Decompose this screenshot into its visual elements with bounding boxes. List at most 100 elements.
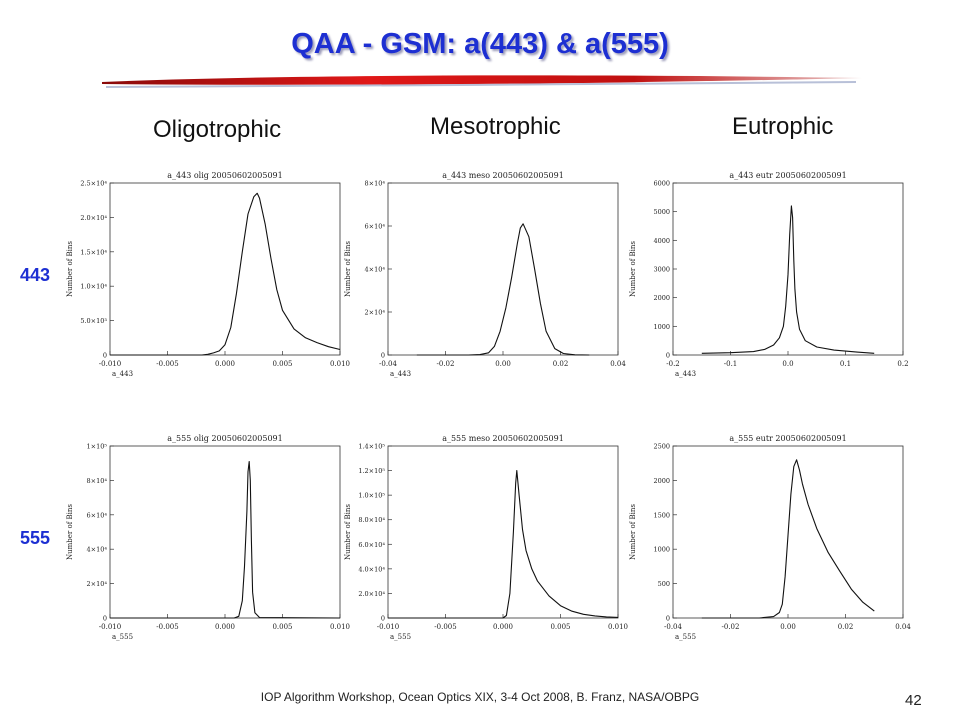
y-tick-label: 0 bbox=[666, 615, 670, 623]
chart-title: a_555 eutr 20050602005091 bbox=[729, 434, 846, 443]
chart-title: a_443 olig 20050602005091 bbox=[167, 171, 282, 180]
histogram-a555-eutrophic: a_555 eutr 20050602005091 -0.04 -0.02 0.00 0… bbox=[629, 434, 911, 641]
y-tick-label: 1.5×10⁴ bbox=[80, 248, 107, 256]
histogram-a443-oligotrophic: a_443 olig 20050602005091 -0.010 -0.005 0.0… bbox=[66, 171, 350, 378]
histogram-curve bbox=[388, 470, 619, 619]
x-tick-label: 0.0 bbox=[782, 360, 793, 368]
y-tick-label: 5.0×10³ bbox=[80, 317, 107, 325]
y-tick-label: 1500 bbox=[653, 511, 670, 519]
y-tick-label: 1×10⁵ bbox=[87, 443, 108, 451]
y-tick-label: 6000 bbox=[653, 180, 670, 188]
y-tick-label: 6.0×10⁴ bbox=[358, 541, 385, 549]
histogram-curve bbox=[701, 205, 875, 354]
y-tick-label: 3000 bbox=[653, 266, 670, 274]
y-tick-label: 1.0×10⁵ bbox=[358, 492, 385, 500]
y-axis-label: Number of Bins bbox=[629, 241, 637, 297]
y-tick-label: 6×10⁴ bbox=[87, 511, 108, 519]
x-tick-label: -0.010 bbox=[99, 623, 121, 631]
y-tick-label: 1000 bbox=[653, 546, 670, 554]
row-label-443: 443 bbox=[20, 265, 51, 285]
y-tick-label: 0 bbox=[381, 615, 385, 623]
x-tick-label: -0.02 bbox=[722, 623, 740, 631]
x-axis-label: a_443 bbox=[112, 370, 133, 378]
plot-frame bbox=[109, 445, 341, 619]
x-tick-label: 0.010 bbox=[330, 360, 350, 368]
slide-footer: IOP Algorithm Workshop, Ocean Optics XIX… bbox=[260, 690, 700, 704]
y-tick-label: 4×10⁴ bbox=[365, 266, 386, 274]
y-axis-label: Number of Bins bbox=[344, 504, 352, 560]
y-tick-label: 4000 bbox=[653, 237, 670, 245]
y-tick-label: 6×10⁴ bbox=[365, 223, 386, 231]
x-tick-label: -0.04 bbox=[664, 623, 682, 631]
x-tick-label: -0.02 bbox=[437, 360, 455, 368]
chart-title: a_443 meso 20050602005091 bbox=[442, 171, 564, 180]
y-tick-label: 2000 bbox=[653, 477, 670, 485]
y-tick-label: 4×10⁴ bbox=[87, 546, 108, 554]
histogram-curve bbox=[110, 192, 341, 356]
y-tick-label: 8×10⁴ bbox=[87, 477, 108, 485]
histogram-curve bbox=[701, 459, 875, 619]
histogram-curve bbox=[416, 223, 590, 356]
y-tick-label: 2500 bbox=[653, 443, 670, 451]
y-tick-label: 4.0×10⁴ bbox=[358, 565, 385, 573]
x-tick-label: 0.005 bbox=[272, 623, 292, 631]
x-tick-label: -0.005 bbox=[156, 360, 178, 368]
x-tick-label: 0.010 bbox=[330, 623, 350, 631]
y-tick-label: 2000 bbox=[653, 294, 670, 302]
y-axis-label: Number of Bins bbox=[629, 504, 637, 560]
plot-frame bbox=[387, 182, 619, 356]
x-axis-label: a_443 bbox=[675, 370, 696, 378]
x-tick-label: 0.04 bbox=[610, 360, 626, 368]
y-tick-label: 2.0×10⁴ bbox=[80, 214, 107, 222]
title-underline-swoosh bbox=[102, 75, 862, 88]
y-tick-label: 5000 bbox=[653, 208, 670, 216]
y-tick-label: 2.5×10⁴ bbox=[80, 180, 107, 188]
x-tick-label: 0.005 bbox=[550, 623, 570, 631]
column-header-oligotrophic: Oligotrophic bbox=[153, 116, 282, 143]
x-tick-label: 0.000 bbox=[215, 623, 235, 631]
x-tick-label: -0.005 bbox=[156, 623, 178, 631]
x-tick-label: 0.00 bbox=[495, 360, 511, 368]
x-tick-label: -0.2 bbox=[666, 360, 680, 368]
x-axis-label: a_555 bbox=[390, 633, 411, 641]
y-tick-label: 8×10⁴ bbox=[365, 180, 386, 188]
y-tick-label: 0 bbox=[103, 615, 107, 623]
y-tick-label: 1.4×10⁵ bbox=[358, 443, 385, 451]
x-axis-label: a_555 bbox=[675, 633, 696, 641]
histogram-a443-eutrophic: a_443 eutr 20050602005091 -0.2 -0.1 0.0 0.1 0… bbox=[629, 171, 909, 378]
x-tick-label: -0.04 bbox=[379, 360, 397, 368]
x-tick-label: 0.1 bbox=[840, 360, 851, 368]
y-axis-label: Number of Bins bbox=[66, 241, 74, 297]
chart-title: a_555 olig 20050602005091 bbox=[167, 434, 282, 443]
x-tick-label: 0.2 bbox=[897, 360, 908, 368]
y-tick-label: 2.0×10⁴ bbox=[358, 590, 385, 598]
x-tick-label: -0.010 bbox=[99, 360, 121, 368]
chart-title: a_443 eutr 20050602005091 bbox=[729, 171, 846, 180]
y-axis-label: Number of Bins bbox=[344, 241, 352, 297]
x-tick-label: -0.005 bbox=[434, 623, 456, 631]
x-axis-label: a_443 bbox=[390, 370, 411, 378]
histogram-a555-mesotrophic: a_555 meso 20050602005091 -0.010 -0.005 0.0… bbox=[344, 434, 628, 641]
x-tick-label: -0.1 bbox=[724, 360, 738, 368]
plot-frame bbox=[109, 182, 341, 356]
x-tick-label: -0.010 bbox=[377, 623, 399, 631]
x-tick-label: 0.02 bbox=[838, 623, 854, 631]
row-label-555: 555 bbox=[20, 528, 51, 548]
histogram-a443-mesotrophic: a_443 meso 20050602005091 -0.04 -0.02 0.00 0… bbox=[344, 171, 626, 378]
x-tick-label: 0.04 bbox=[895, 623, 911, 631]
column-header-mesotrophic: Mesotrophic bbox=[430, 113, 561, 140]
x-tick-label: 0.02 bbox=[553, 360, 569, 368]
y-tick-label: 1.2×10⁵ bbox=[358, 467, 385, 475]
plot-frame bbox=[387, 445, 619, 619]
slide-title: QAA - GSM: a(443) & a(555) bbox=[291, 28, 669, 60]
x-axis-label: a_555 bbox=[112, 633, 133, 641]
histogram-curve bbox=[110, 460, 341, 619]
y-tick-label: 1000 bbox=[653, 323, 670, 331]
y-tick-label: 8.0×10⁴ bbox=[358, 516, 385, 524]
y-tick-label: 2×10⁴ bbox=[365, 309, 386, 317]
column-header-eutrophic: Eutrophic bbox=[732, 113, 834, 140]
y-tick-label: 500 bbox=[658, 580, 670, 588]
y-tick-label: 0 bbox=[381, 352, 385, 360]
y-tick-label: 0 bbox=[103, 352, 107, 360]
y-tick-label: 2×10⁴ bbox=[87, 580, 108, 588]
